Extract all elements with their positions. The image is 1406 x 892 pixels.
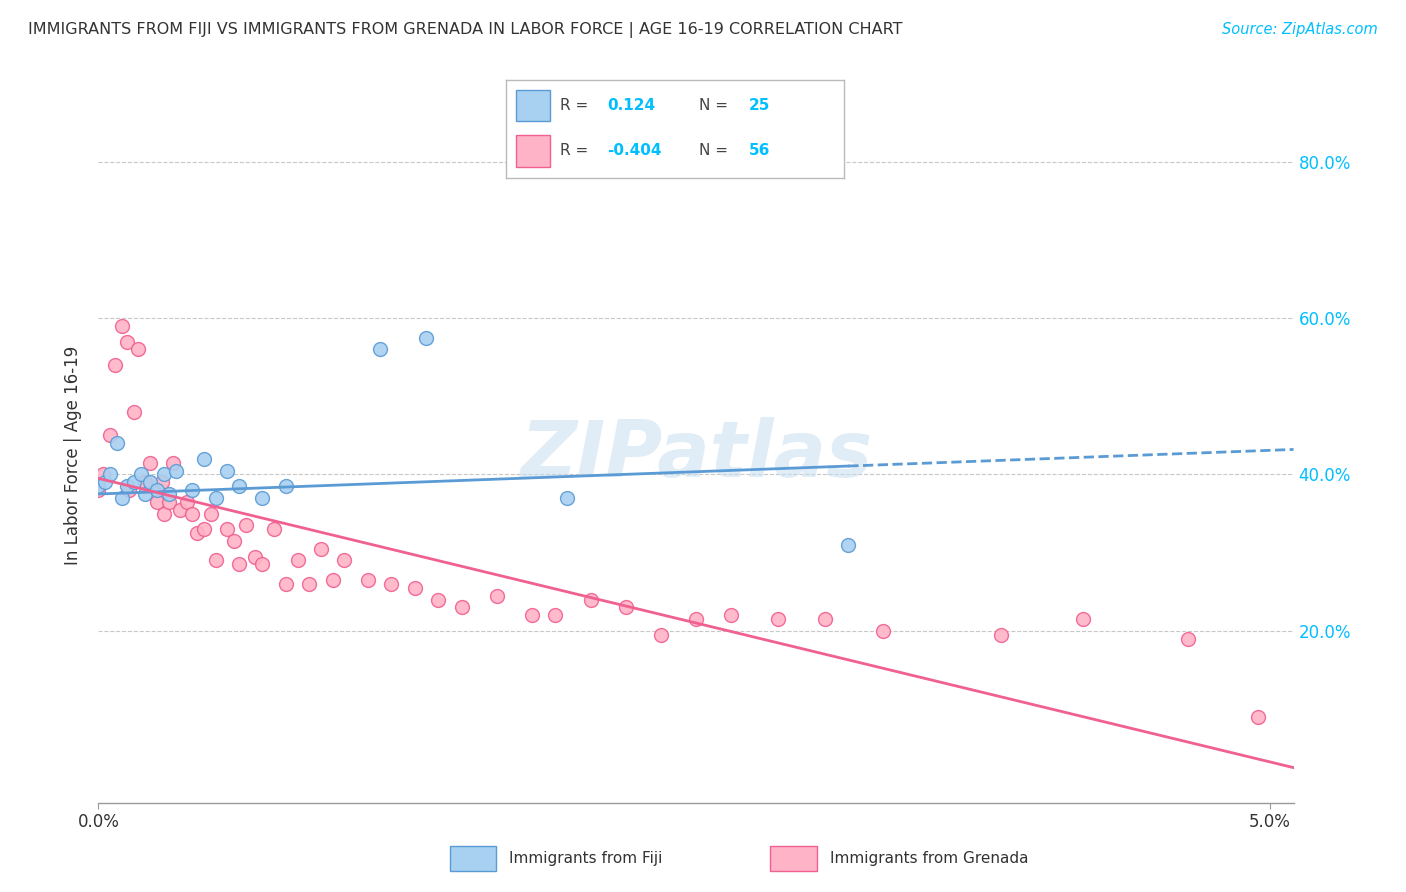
Text: N =: N = xyxy=(699,144,727,159)
Point xyxy=(650,628,672,642)
Point xyxy=(105,436,128,450)
Point xyxy=(129,467,152,482)
Point xyxy=(252,491,274,505)
Point xyxy=(544,608,567,623)
Point xyxy=(176,495,198,509)
Point xyxy=(153,507,176,521)
Point xyxy=(217,464,239,478)
Point xyxy=(322,573,344,587)
Point xyxy=(111,318,134,333)
Point xyxy=(98,428,121,442)
Point xyxy=(298,577,321,591)
Point xyxy=(1071,612,1094,626)
Point xyxy=(263,522,285,536)
Point xyxy=(115,334,138,349)
Point xyxy=(520,608,543,623)
Point xyxy=(990,628,1012,642)
Point xyxy=(450,600,472,615)
Point xyxy=(146,495,169,509)
Point xyxy=(333,553,356,567)
Point xyxy=(685,612,707,626)
Point xyxy=(169,502,191,516)
Point xyxy=(157,495,180,509)
Point xyxy=(87,479,110,493)
Point xyxy=(404,581,426,595)
Point xyxy=(91,467,114,482)
Point xyxy=(181,507,204,521)
Text: R =: R = xyxy=(560,98,588,113)
Text: 0.124: 0.124 xyxy=(607,98,655,113)
Point xyxy=(162,456,184,470)
Y-axis label: In Labor Force | Age 16-19: In Labor Force | Age 16-19 xyxy=(65,345,83,565)
Point xyxy=(287,553,309,567)
FancyBboxPatch shape xyxy=(516,136,550,167)
Point xyxy=(274,479,297,493)
Point xyxy=(204,553,226,567)
Point xyxy=(139,456,162,470)
Text: ZIPatlas: ZIPatlas xyxy=(520,417,872,493)
Point xyxy=(217,522,239,536)
Point xyxy=(181,483,204,497)
Point xyxy=(720,608,742,623)
Point xyxy=(1247,710,1270,724)
FancyBboxPatch shape xyxy=(450,847,496,871)
Text: -0.404: -0.404 xyxy=(607,144,662,159)
Point xyxy=(579,592,602,607)
Point xyxy=(766,612,789,626)
Point xyxy=(380,577,402,591)
Point xyxy=(368,343,391,357)
Point xyxy=(118,483,141,497)
Point xyxy=(134,487,156,501)
Text: R =: R = xyxy=(560,144,588,159)
Text: 56: 56 xyxy=(749,144,770,159)
Point xyxy=(245,549,267,564)
Point xyxy=(94,475,117,490)
Point xyxy=(357,573,380,587)
Text: Source: ZipAtlas.com: Source: ZipAtlas.com xyxy=(1222,22,1378,37)
Point xyxy=(134,475,156,490)
Point xyxy=(427,592,450,607)
Point xyxy=(274,577,297,591)
Point xyxy=(157,487,180,501)
Point xyxy=(193,522,215,536)
Text: N =: N = xyxy=(699,98,727,113)
Point xyxy=(200,507,222,521)
Point xyxy=(614,600,637,615)
Point xyxy=(98,467,121,482)
Point xyxy=(87,483,110,497)
Point xyxy=(139,475,162,490)
Text: Immigrants from Grenada: Immigrants from Grenada xyxy=(830,851,1028,866)
Point xyxy=(122,475,145,490)
Point xyxy=(193,451,215,466)
Point xyxy=(111,491,134,505)
Point xyxy=(104,358,127,372)
Point xyxy=(150,475,173,490)
Point xyxy=(153,467,176,482)
Point xyxy=(555,491,578,505)
Point xyxy=(204,491,226,505)
Point xyxy=(814,612,837,626)
Point xyxy=(485,589,508,603)
FancyBboxPatch shape xyxy=(516,90,550,121)
Point xyxy=(122,405,145,419)
FancyBboxPatch shape xyxy=(770,847,817,871)
Text: 25: 25 xyxy=(749,98,770,113)
Point xyxy=(1177,632,1199,646)
Point xyxy=(127,343,149,357)
Point xyxy=(228,558,250,572)
Text: Immigrants from Fiji: Immigrants from Fiji xyxy=(509,851,662,866)
Point xyxy=(252,558,274,572)
Point xyxy=(837,538,859,552)
Point xyxy=(146,483,169,497)
Point xyxy=(235,518,257,533)
Point xyxy=(415,331,437,345)
Point xyxy=(872,624,894,638)
Point xyxy=(228,479,250,493)
Point xyxy=(224,533,246,548)
Text: IMMIGRANTS FROM FIJI VS IMMIGRANTS FROM GRENADA IN LABOR FORCE | AGE 16-19 CORRE: IMMIGRANTS FROM FIJI VS IMMIGRANTS FROM … xyxy=(28,22,903,38)
Point xyxy=(115,479,138,493)
Point xyxy=(165,464,187,478)
Point xyxy=(186,526,208,541)
Point xyxy=(309,541,332,556)
